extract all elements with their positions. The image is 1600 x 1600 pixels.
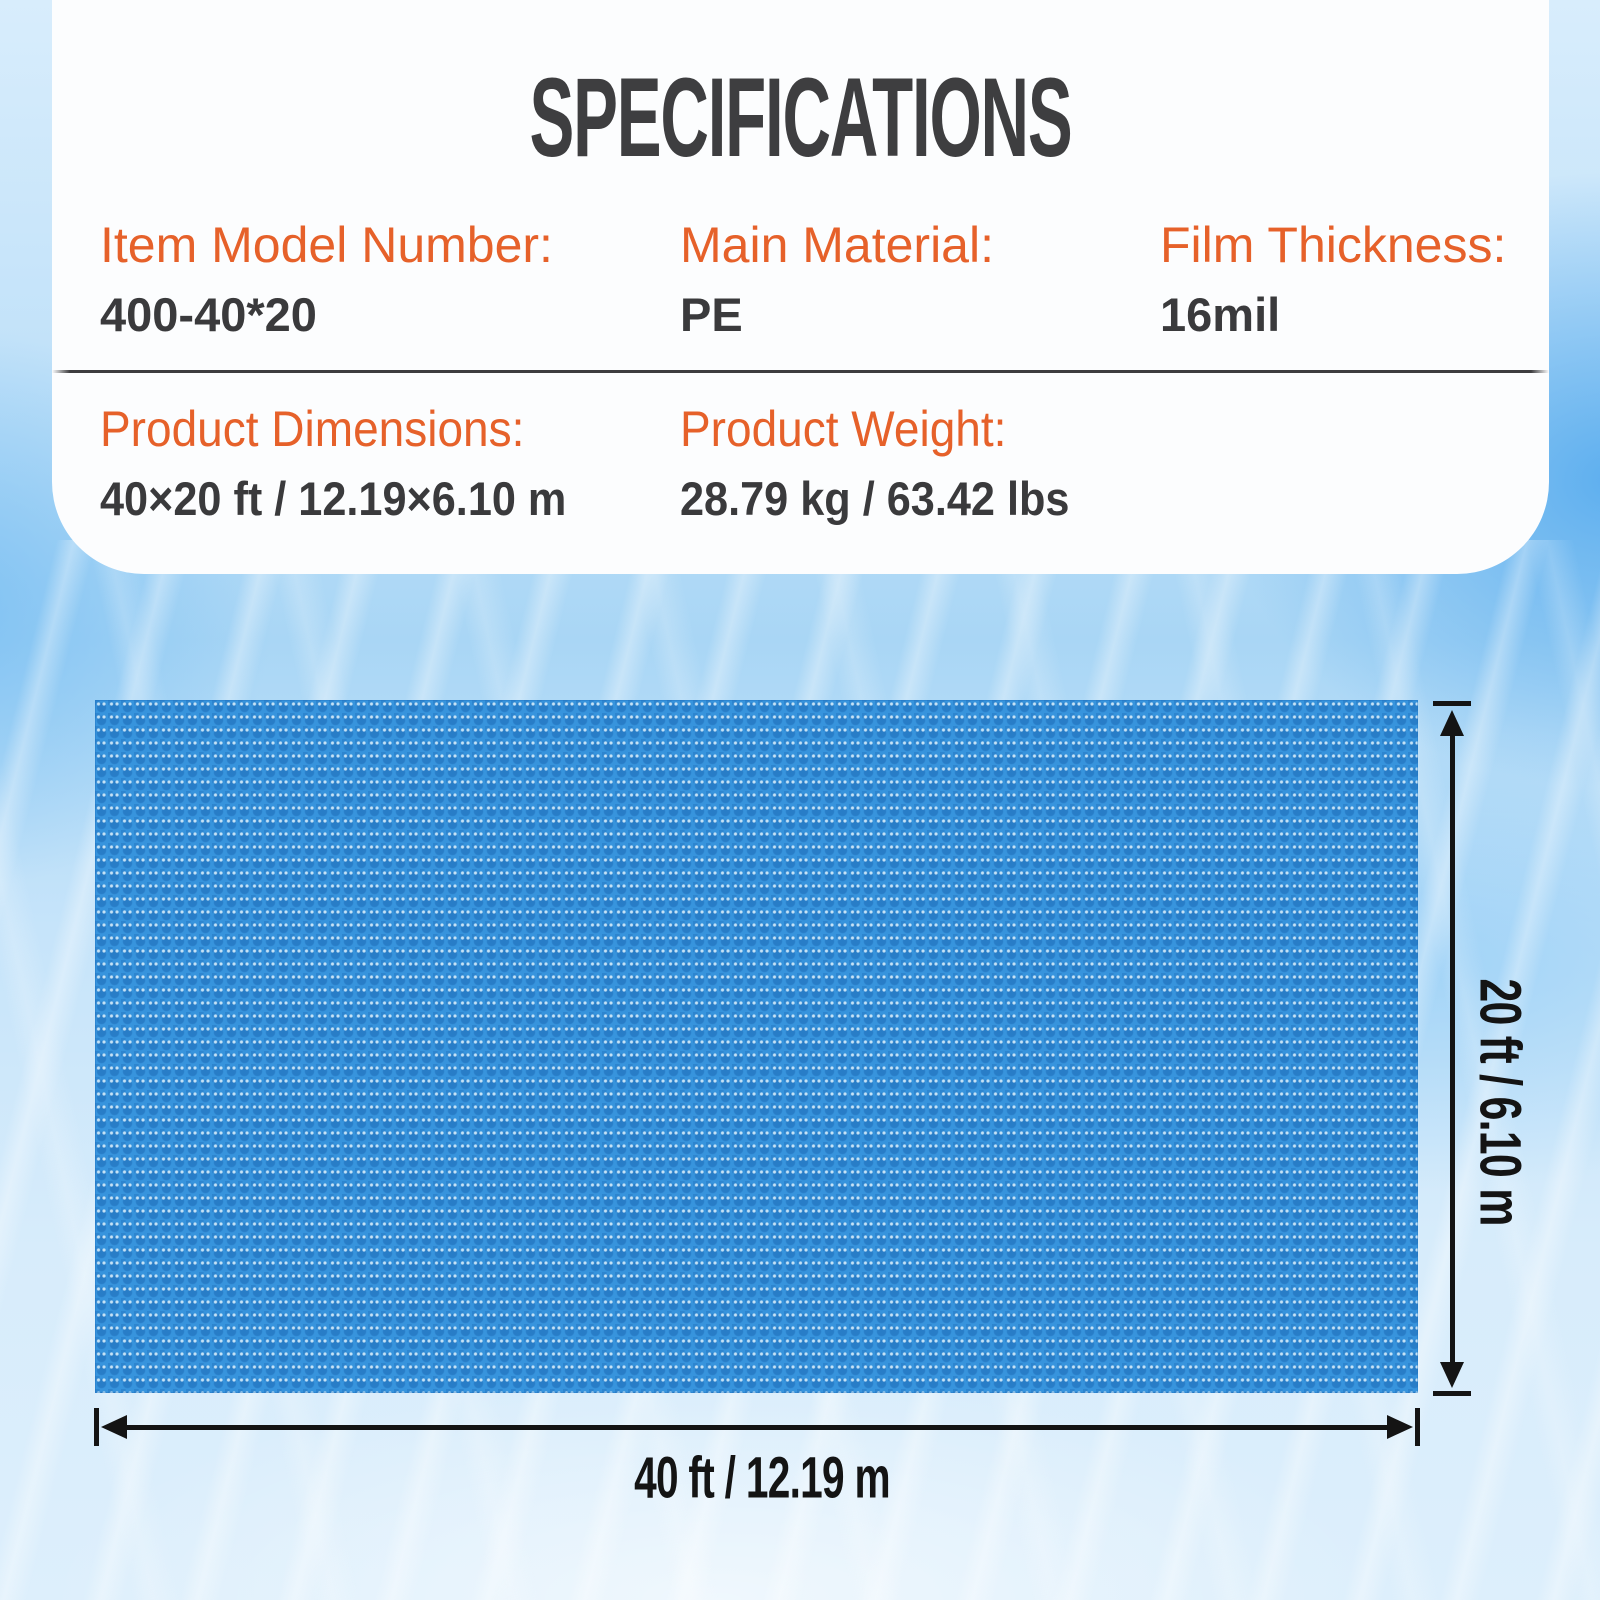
spec-label: Product Weight: — [680, 401, 1007, 457]
height-dimension-tick-bottom — [1433, 1391, 1471, 1396]
spec-value: 16mil — [1160, 288, 1281, 341]
spec-product-dimensions: Product Dimensions: 40×20 ft / 12.19×6.1… — [100, 402, 607, 525]
spec-main-material: Main Material: PE — [680, 218, 994, 341]
width-dimension-label: 40 ft / 12.19 m — [634, 1445, 891, 1511]
height-dimension-label: 20 ft / 6.10 m — [1467, 978, 1533, 1226]
spec-value: PE — [680, 288, 743, 341]
spec-label: Product Dimensions: — [100, 401, 525, 457]
width-dimension-tick-left — [94, 1408, 99, 1446]
spec-value: 400-40*20 — [100, 288, 317, 341]
spec-item-model-number: Item Model Number: 400-40*20 — [100, 218, 553, 341]
width-dimension-tick-right — [1415, 1408, 1420, 1446]
height-dimension-arrow-down-icon — [1440, 1362, 1464, 1388]
width-dimension-line — [115, 1425, 1401, 1430]
pool-cover-swatch — [95, 700, 1418, 1393]
spec-label: Film Thickness: — [1160, 217, 1507, 273]
page-title: SPECIFICATIONS — [529, 55, 1072, 180]
width-dimension-arrow-right-icon — [1387, 1415, 1413, 1439]
spec-value: 28.79 kg / 63.42 lbs — [680, 472, 1070, 525]
spec-product-weight: Product Weight: 28.79 kg / 63.42 lbs — [680, 402, 1103, 525]
spec-label: Item Model Number: — [100, 217, 553, 273]
height-dimension-tick-top — [1433, 701, 1471, 706]
divider — [52, 370, 1549, 373]
spec-label: Main Material: — [680, 217, 994, 273]
spec-panel: SPECIFICATIONS Item Model Number: 400-40… — [52, 0, 1549, 574]
height-dimension-line — [1450, 724, 1455, 1368]
spec-film-thickness: Film Thickness: 16mil — [1160, 218, 1506, 341]
spec-value: 40×20 ft / 12.19×6.10 m — [100, 472, 567, 525]
